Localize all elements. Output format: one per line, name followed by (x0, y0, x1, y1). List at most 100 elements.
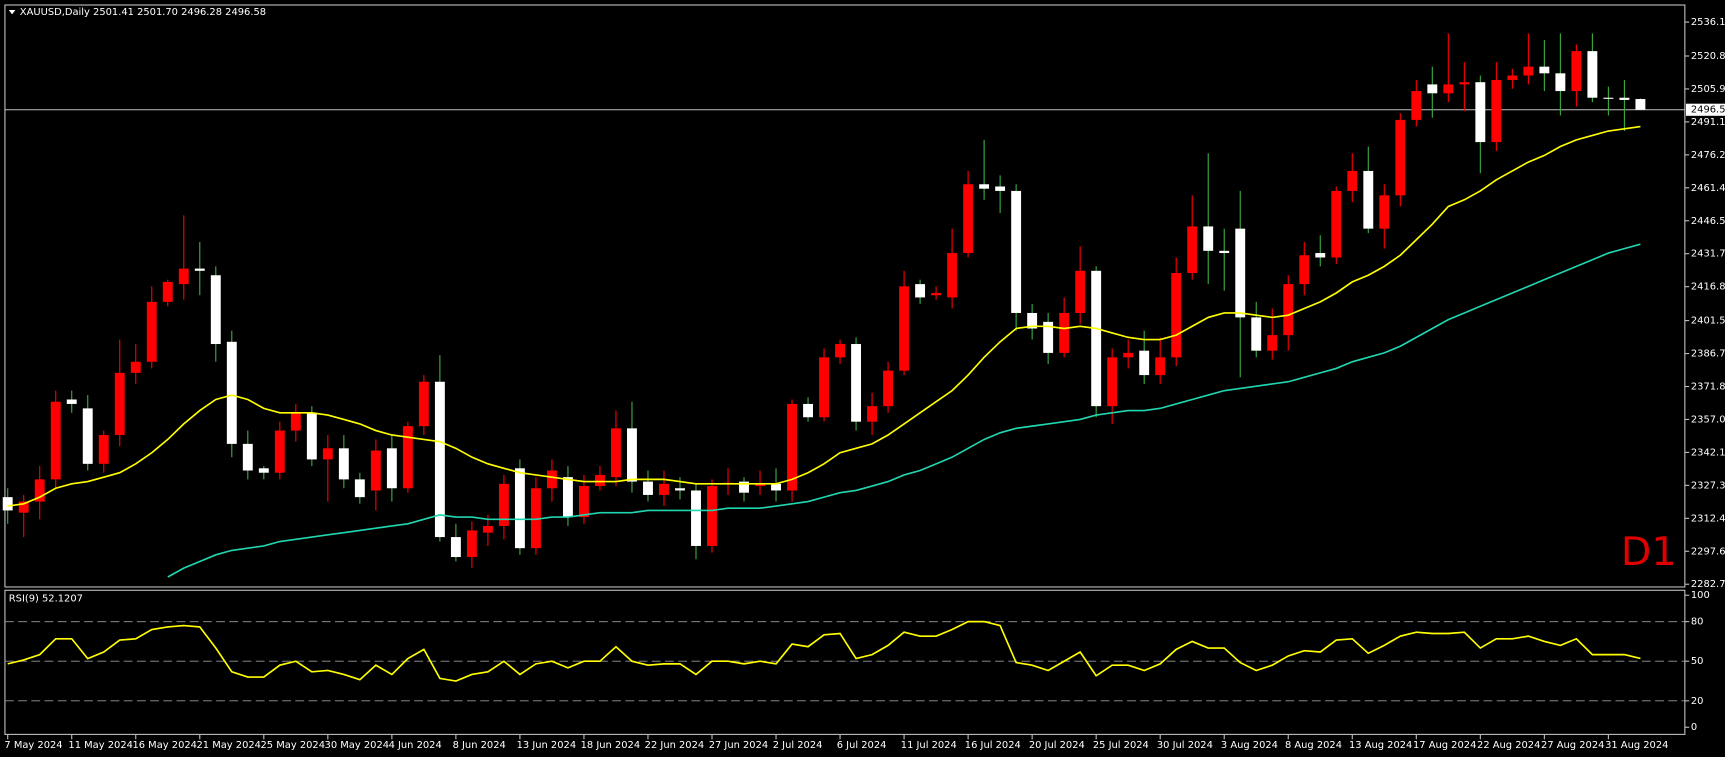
candle-body (82, 408, 93, 464)
candle-body (226, 341, 237, 444)
candle-body (498, 483, 509, 526)
x-tick-label: 16 Jul 2024 (965, 740, 1021, 751)
candle-body (643, 481, 653, 495)
candle-body (1283, 284, 1294, 336)
y-tick-label: 2371.85 (1691, 382, 1725, 393)
candle-body (819, 357, 830, 418)
candle-body (258, 468, 269, 473)
candle-body (659, 483, 669, 495)
price-pane (4, 4, 1686, 588)
x-tick-label: 8 Jun 2024 (453, 740, 506, 751)
candle-body (947, 253, 958, 298)
candle-body (482, 525, 493, 533)
y-tick-label: 2297.60 (1691, 546, 1725, 557)
candle-body (1251, 317, 1262, 351)
candle-body (66, 399, 77, 404)
x-tick-label: 7 May 2024 (4, 740, 62, 751)
candle-body (162, 281, 173, 302)
candle-body (1347, 170, 1358, 191)
candle-body (1443, 84, 1454, 94)
candle-body (466, 530, 477, 558)
x-tick-label: 30 Jul 2024 (1157, 740, 1213, 751)
candle-body (1427, 84, 1438, 94)
candle-body (1123, 352, 1134, 358)
candle-body (1203, 226, 1214, 251)
x-tick-label: 4 Jun 2024 (389, 740, 442, 751)
y-tick-label: 2476.25 (1691, 150, 1725, 161)
candle-body (1059, 312, 1070, 353)
candle-body (675, 488, 685, 491)
candle-body (1043, 321, 1054, 353)
candle-body (50, 401, 61, 480)
candle-body (434, 381, 445, 538)
candle-body (354, 479, 365, 498)
last-price-label: 2496.58 (1691, 105, 1725, 116)
y-tick-label: 2401.55 (1691, 316, 1725, 327)
last-price-box (1685, 103, 1725, 116)
candle-body (578, 486, 589, 518)
candle-body (1011, 190, 1022, 313)
candle-body (1027, 312, 1038, 329)
x-tick-label: 21 May 2024 (196, 740, 261, 751)
y-tick-label: 2357.00 (1691, 414, 1725, 425)
x-tick-label: 31 Aug 2024 (1605, 740, 1668, 751)
rsi-pane (4, 589, 1686, 735)
indicator-line (167, 243, 1641, 578)
candle-body (899, 286, 910, 371)
candle-body (98, 435, 109, 464)
x-tick-label: 25 Jul 2024 (1093, 740, 1149, 751)
candle-body (883, 370, 894, 407)
candle-body (2, 497, 13, 511)
x-tick-label: 22 Aug 2024 (1477, 740, 1540, 751)
candle-body (1555, 73, 1566, 92)
candle-body (755, 483, 765, 487)
candle-body (146, 301, 157, 362)
candle-body (707, 486, 717, 546)
candle-body (1091, 270, 1102, 407)
candle-body (1363, 170, 1374, 229)
rsi-title: RSI(9) 52.1207 (9, 594, 83, 605)
candle-body (1171, 273, 1182, 358)
x-tick-label: 20 Jul 2024 (1029, 740, 1085, 751)
timeframe-label: D1 (1621, 529, 1677, 575)
candle-body (867, 406, 878, 422)
y-tick-label: 2416.85 (1691, 282, 1725, 293)
candle-body (1587, 51, 1598, 98)
candle-body (194, 268, 205, 271)
y-tick-label: 2520.80 (1691, 51, 1725, 62)
candle-body (274, 430, 285, 473)
candle-body (338, 448, 349, 480)
candle-body (1507, 75, 1518, 80)
candle-body (995, 186, 1006, 191)
candle-body (691, 490, 701, 546)
x-tick-label: 18 Jun 2024 (581, 740, 641, 751)
candle-body (803, 403, 813, 418)
candle-body (1475, 82, 1486, 143)
candle-body (1075, 270, 1086, 313)
candle-body (1603, 97, 1614, 99)
x-tick-label: 2 Jul 2024 (773, 740, 823, 751)
candle-body (787, 403, 797, 491)
x-tick-label: 25 May 2024 (261, 740, 326, 751)
candle-body (242, 443, 253, 471)
y-tick-label: 2505.95 (1691, 84, 1725, 95)
x-tick-label: 30 May 2024 (325, 740, 390, 751)
y-tick-label: 2536.10 (1691, 17, 1725, 28)
candle-body (1219, 250, 1230, 254)
menu-arrow[interactable] (8, 9, 16, 15)
x-tick-label: 11 May 2024 (68, 740, 133, 751)
y-tick-label: 20 (1691, 696, 1704, 707)
candle-body (290, 412, 301, 431)
x-tick-label: 27 Aug 2024 (1541, 740, 1604, 751)
candle-body (739, 481, 749, 493)
candle-body (418, 381, 429, 427)
x-tick-label: 17 Aug 2024 (1413, 740, 1476, 751)
x-tick-label: 8 Aug 2024 (1285, 740, 1342, 751)
candle-body (1459, 82, 1470, 85)
y-tick-label: 80 (1691, 617, 1704, 628)
y-tick-label: 2491.10 (1691, 117, 1725, 128)
candle-body (370, 450, 381, 491)
